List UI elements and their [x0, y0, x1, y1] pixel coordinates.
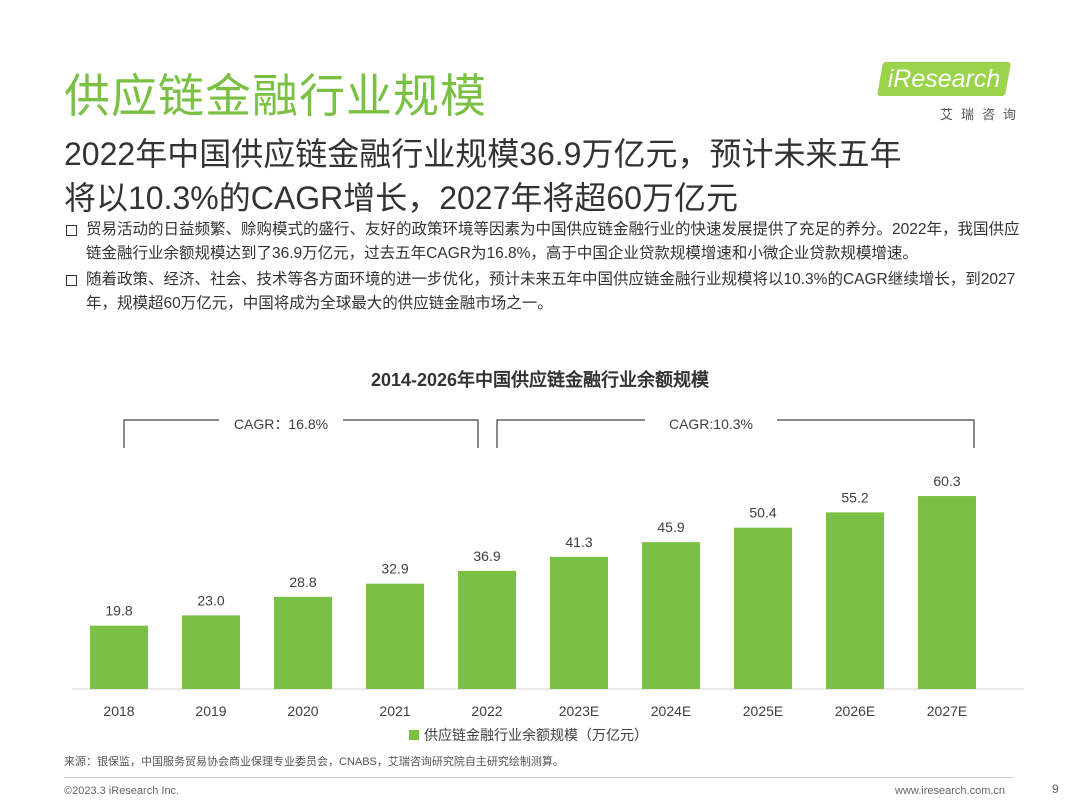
- cagr-label: CAGR：16.8%: [234, 416, 328, 432]
- bar-2024E: [642, 542, 700, 689]
- data-label: 60.3: [933, 473, 960, 489]
- bar-2025E: [734, 527, 792, 689]
- x-tick-label: 2022: [471, 703, 502, 719]
- bar-2018: [90, 625, 148, 689]
- square-bullet-icon: [66, 225, 77, 236]
- data-label: 28.8: [289, 574, 316, 590]
- data-label: 41.3: [565, 534, 592, 550]
- bar-2020: [274, 596, 332, 689]
- copyright: ©2023.3 iResearch Inc.: [64, 785, 180, 797]
- bar-2021: [366, 583, 424, 689]
- x-tick-label: 2026E: [835, 703, 875, 719]
- bar-chart: 19.8 2018 23.0 2019 28.8 2020 32.9 2021 36.9 2022…: [72, 416, 1024, 743]
- website-link[interactable]: www.iresearch.com.cn: [895, 785, 1006, 797]
- legend-label: 供应链金融行业余额规模（万亿元）: [424, 727, 648, 743]
- data-label: 19.8: [105, 603, 132, 619]
- iresearch-logo: iResearch 艾瑞咨询: [874, 56, 1024, 126]
- bullet-text: 贸易活动的日益频繁、赊购模式的盛行、友好的政策环境等因素为中国供应链金融行业的快…: [86, 221, 1020, 262]
- headline: 2022年中国供应链金融行业规模36.9万亿元，预计未来五年 将以10.3%的C…: [64, 132, 1024, 220]
- bullet-item: 贸易活动的日益频繁、赊购模式的盛行、友好的政策环境等因素为中国供应链金融行业的快…: [64, 218, 1030, 266]
- cagr-label: CAGR:10.3%: [669, 416, 753, 432]
- bar-2023E: [550, 556, 608, 689]
- data-label: 23.0: [197, 592, 224, 608]
- data-label: 55.2: [841, 489, 868, 505]
- x-tick-label: 2021: [379, 703, 410, 719]
- x-tick-label: 2024E: [651, 703, 691, 719]
- logo-subtitle: 艾瑞咨询: [939, 107, 1024, 122]
- headline-line-1: 2022年中国供应链金融行业规模36.9万亿元，预计未来五年: [64, 136, 902, 172]
- data-label: 50.4: [749, 505, 776, 521]
- page-title: 供应链金融行业规模: [64, 70, 487, 122]
- headline-line-2: 将以10.3%的CAGR增长，2027年将超60万亿元: [64, 180, 738, 216]
- data-label: 32.9: [381, 561, 408, 577]
- bar-2026E: [826, 512, 884, 689]
- footer-divider: [64, 777, 1014, 778]
- page-number: 9: [1052, 782, 1059, 796]
- logo-text: iResearch: [887, 65, 1001, 93]
- cagr-bracket: [496, 419, 975, 448]
- square-bullet-icon: [66, 275, 77, 286]
- legend-swatch: [409, 730, 419, 740]
- x-tick-label: 2018: [103, 703, 134, 719]
- x-tick-label: 2020: [287, 703, 318, 719]
- source-note: 来源：银保监，中国服务贸易协会商业保理专业委员会，CNABS，艾瑞咨询研究院自主…: [64, 756, 564, 768]
- bullet-list: 贸易活动的日益频繁、赊购模式的盛行、友好的政策环境等因素为中国供应链金融行业的快…: [64, 218, 1030, 318]
- bullet-text: 随着政策、经济、社会、技术等各方面环境的进一步优化，预计未来五年中国供应链金融行…: [86, 271, 1016, 312]
- bar-2022: [458, 570, 516, 689]
- data-label: 45.9: [657, 519, 684, 535]
- x-tick-label: 2019: [195, 703, 226, 719]
- cagr-bracket: [123, 419, 479, 448]
- chart-title: 2014-2026年中国供应链金融行业余额规模: [370, 370, 710, 390]
- bar-2019: [182, 615, 240, 689]
- x-tick-label: 2023E: [559, 703, 599, 719]
- data-label: 36.9: [473, 548, 500, 564]
- bullet-item: 随着政策、经济、社会、技术等各方面环境的进一步优化，预计未来五年中国供应链金融行…: [64, 268, 1030, 316]
- x-tick-label: 2025E: [743, 703, 783, 719]
- x-tick-label: 2027E: [927, 703, 967, 719]
- bar-2027E: [918, 496, 976, 689]
